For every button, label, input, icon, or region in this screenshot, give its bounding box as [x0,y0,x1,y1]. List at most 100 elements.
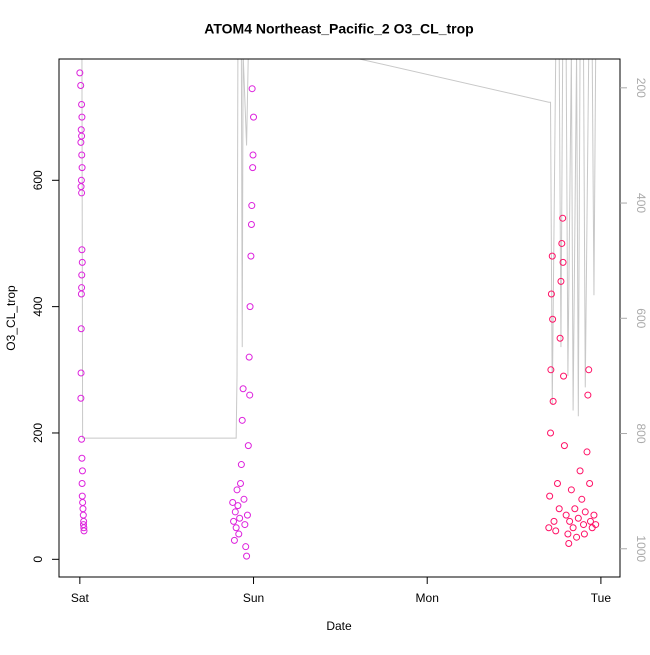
data-point [245,353,253,361]
data-point [569,524,577,532]
data-point [547,290,555,298]
data-point [565,540,573,548]
data-point [78,258,86,266]
x-tick-label: Tue [591,591,612,605]
data-point [590,511,598,519]
y2-tick-label: 1000 [634,535,648,562]
data-point [564,530,572,538]
data-point [592,521,600,529]
data-point [567,486,575,494]
data-point [549,315,557,323]
x-axis-label: Date [326,619,352,633]
data-point [583,448,591,456]
data-point [555,505,563,513]
data-point [242,543,250,551]
data-point [559,258,567,266]
data-point [556,334,564,342]
data-point [249,164,257,172]
data-point [236,514,244,522]
data-point [77,369,85,377]
data-point [78,100,86,108]
data-point [547,366,555,374]
data-point [78,246,86,254]
data-point [78,271,86,279]
data-point [234,502,242,510]
data-point [77,138,85,146]
data-point [249,151,257,159]
data-point [581,508,589,516]
data-point [230,517,238,525]
data-point [574,514,582,522]
data-point [248,85,256,93]
data-point [586,517,594,525]
data-point [243,511,251,519]
data-point [246,303,254,311]
y-tick-label: 200 [31,423,45,443]
data-point [78,151,86,159]
data-point [241,521,249,529]
data-point [78,435,86,443]
y-tick-label: 0 [31,556,45,563]
data-point [585,366,593,374]
data-point [560,372,568,380]
data-point [573,533,581,541]
data-point [238,416,246,424]
y2-tick-label: 800 [634,424,648,444]
data-point [231,508,239,516]
data-point [248,202,256,210]
data-point [548,252,556,260]
data-point [80,527,88,535]
data-point [576,467,584,475]
data-point [247,252,255,260]
data-point [237,480,244,488]
data-point [77,325,85,333]
data-point [233,486,241,494]
y2-tick-label: 200 [634,78,648,98]
data-point [78,113,86,121]
data-point [562,511,570,519]
x-tick-label: Sun [243,591,264,605]
data-point [247,221,255,229]
data-point [235,530,243,538]
data-point [237,461,245,469]
y-tick-label: 600 [31,170,45,190]
data-point [546,492,554,500]
data-point [243,552,251,560]
data-point [566,517,574,525]
data-point [547,429,555,437]
chart-title: ATOM4 Northeast_Pacific_2 O3_CL_trop [204,21,473,37]
data-point [78,189,86,197]
data-point [78,164,86,172]
y-tick-label: 400 [31,296,45,316]
x-tick-label: Sat [71,591,90,605]
data-point [76,69,84,77]
y2-tick-label: 600 [634,308,648,328]
x-tick-label: Mon [416,591,439,605]
data-point [549,397,557,405]
data-point [250,113,258,121]
data-point [246,391,254,399]
data-point [553,480,561,488]
data-point [229,498,237,506]
data-point [78,467,86,475]
data-point [571,505,579,513]
data-point [80,524,88,532]
data-point [77,394,85,402]
data-point [230,536,238,544]
data-point [586,480,594,488]
data-point [78,480,86,488]
plot-area [76,59,600,560]
data-point [240,495,248,503]
data-point [578,495,586,503]
data-point [77,290,85,298]
data-point [580,530,588,538]
data-point [557,277,565,285]
data-point [239,385,247,393]
data-point [552,527,560,535]
data-point [232,524,240,532]
data-point [78,454,86,462]
data-point [550,517,558,525]
data-point [244,442,252,450]
